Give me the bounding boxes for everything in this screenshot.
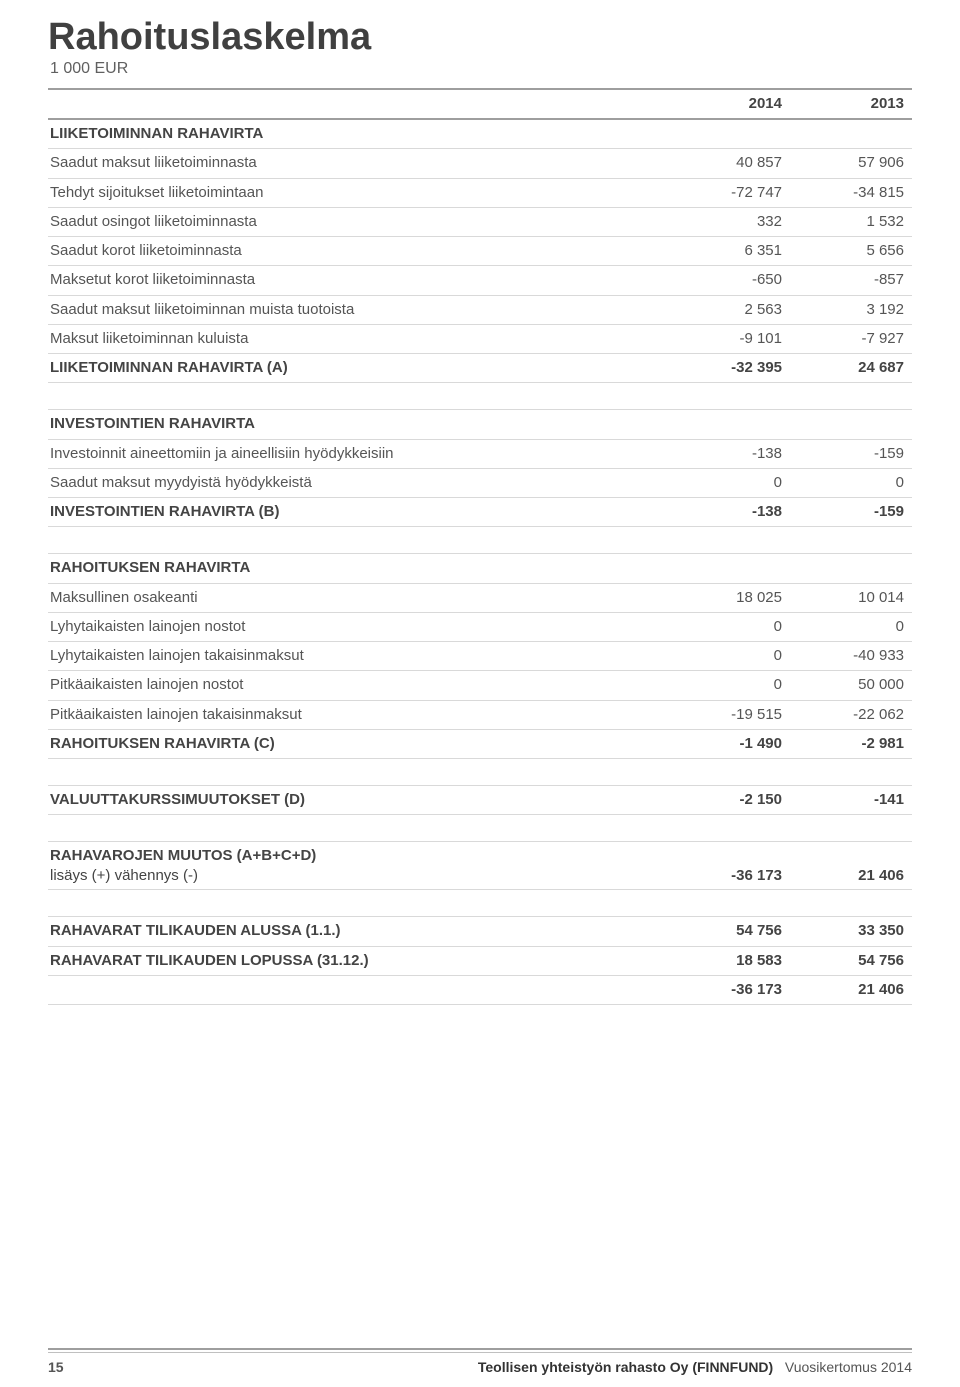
fx-row: VALUUTTAKURSSIMUUTOKSET (D) -2 150 -141 bbox=[48, 786, 912, 815]
closing-balance-row: RAHAVARAT TILIKAUDEN LOPUSSA (31.12.) 18… bbox=[48, 946, 912, 975]
section-heading-label: RAHOITUKSEN RAHAVIRTA bbox=[48, 554, 668, 583]
table-row: Pitkäaikaisten lainojen nostot050 000 bbox=[48, 671, 912, 700]
footer-company: Teollisen yhteistyön rahasto Oy (FINNFUN… bbox=[478, 1359, 773, 1375]
section-heading: RAHOITUKSEN RAHAVIRTA bbox=[48, 554, 912, 583]
table-row: Saadut maksut myydyistä hyödykkeistä00 bbox=[48, 468, 912, 497]
spacer-row bbox=[48, 383, 912, 410]
table-row: Maksetut korot liiketoiminnasta-650-857 bbox=[48, 266, 912, 295]
cashflow-table: 2014 2013 LIIKETOIMINNAN RAHAVIRTA Saadu… bbox=[48, 88, 912, 1005]
footer-text: Teollisen yhteistyön rahasto Oy (FINNFUN… bbox=[478, 1359, 912, 1375]
subtotal-row: INVESTOINTIEN RAHAVIRTA (B)-138-159 bbox=[48, 498, 912, 527]
table-row: Investoinnit aineettomiin ja aineellisii… bbox=[48, 439, 912, 468]
subtitle-currency: 1 000 EUR bbox=[50, 60, 912, 78]
subtotal-row: LIIKETOIMINNAN RAHAVIRTA (A)-32 39524 68… bbox=[48, 354, 912, 383]
spacer-row bbox=[48, 815, 912, 842]
table-row: Saadut korot liiketoiminnasta6 3515 656 bbox=[48, 237, 912, 266]
subtotal-row: RAHOITUKSEN RAHAVIRTA (C)-1 490-2 981 bbox=[48, 729, 912, 758]
table-header-row: 2014 2013 bbox=[48, 89, 912, 119]
table-row: Tehdyt sijoitukset liiketoimintaan-72 74… bbox=[48, 178, 912, 207]
table-row: Lyhytaikaisten lainojen takaisinmaksut0-… bbox=[48, 642, 912, 671]
table-row: Maksut liiketoiminnan kuluista-9 101-7 9… bbox=[48, 324, 912, 353]
section-heading: LIIKETOIMINNAN RAHAVIRTA bbox=[48, 119, 912, 149]
change-label-line2: lisäys (+) vähennys (-) bbox=[50, 867, 198, 884]
table-row: Saadut maksut liiketoiminnasta40 85757 9… bbox=[48, 149, 912, 178]
section-heading-label: LIIKETOIMINNAN RAHAVIRTA bbox=[48, 119, 668, 149]
opening-balance-row: RAHAVARAT TILIKAUDEN ALUSSA (1.1.) 54 75… bbox=[48, 917, 912, 946]
table-row: Maksullinen osakeanti18 02510 014 bbox=[48, 583, 912, 612]
section-heading: INVESTOINTIEN RAHAVIRTA bbox=[48, 410, 912, 439]
table-row: Pitkäaikaisten lainojen takaisinmaksut-1… bbox=[48, 700, 912, 729]
change-row: RAHAVAROJEN MUUTOS (A+B+C+D) lisäys (+) … bbox=[48, 842, 912, 890]
page-title: Rahoituslaskelma bbox=[48, 18, 912, 58]
header-year1: 2014 bbox=[668, 89, 790, 119]
spacer-row bbox=[48, 527, 912, 554]
header-year2: 2013 bbox=[790, 89, 912, 119]
check-row: -36 173 21 406 bbox=[48, 975, 912, 1004]
page-footer: 15 Teollisen yhteistyön rahasto Oy (FINN… bbox=[0, 1348, 960, 1375]
spacer-row bbox=[48, 890, 912, 917]
spacer-row bbox=[48, 759, 912, 786]
section-heading-label: INVESTOINTIEN RAHAVIRTA bbox=[48, 410, 668, 439]
table-row: Saadut maksut liiketoiminnan muista tuot… bbox=[48, 295, 912, 324]
footer-report: Vuosikertomus 2014 bbox=[785, 1359, 912, 1375]
table-row: Saadut osingot liiketoiminnasta3321 532 bbox=[48, 207, 912, 236]
change-label-line1: RAHAVAROJEN MUUTOS (A+B+C+D) bbox=[50, 847, 316, 864]
header-blank bbox=[48, 89, 668, 119]
page-number: 15 bbox=[48, 1359, 78, 1375]
table-row: Lyhytaikaisten lainojen nostot00 bbox=[48, 612, 912, 641]
